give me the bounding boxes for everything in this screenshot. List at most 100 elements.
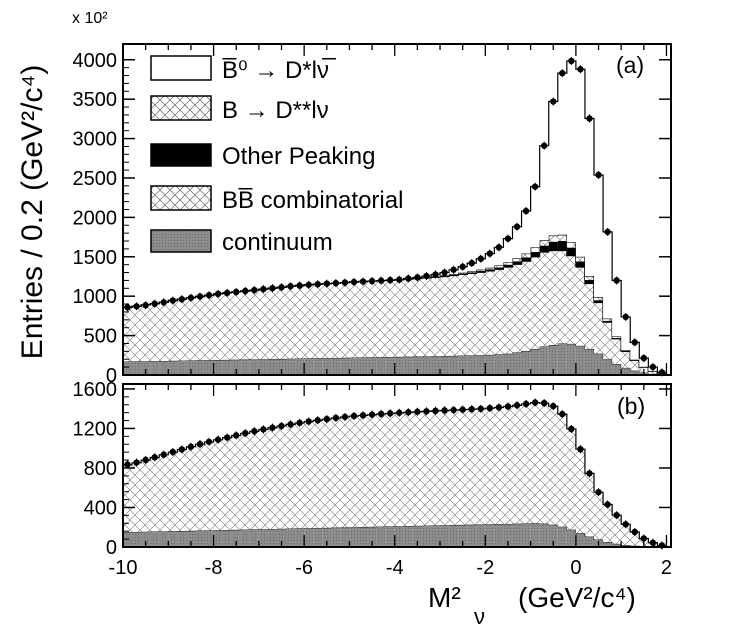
- bar-continuum-24: [340, 357, 350, 375]
- bar-b0bar-to-d-l-nu-45: [530, 186, 540, 248]
- bar-continuum-36: [449, 525, 459, 547]
- bar-bb-combinatorial-56: [630, 360, 640, 371]
- bar-bb-combinatorial-18: [286, 286, 296, 359]
- bar-bb-combinatorial-37: [458, 274, 468, 356]
- bar-continuum-40: [485, 354, 495, 375]
- bar-continuum-46: [539, 523, 549, 547]
- bar-bb-combinatorial-42: [503, 406, 513, 524]
- bar-b0bar-to-d-l-nu-48: [557, 73, 567, 235]
- bar-continuum-21: [313, 358, 323, 375]
- y-tick-label: 0: [106, 365, 117, 387]
- bar-continuum-25: [349, 527, 359, 547]
- legend: B̅⁰ → D*lν̅ B → D**lν Other Peaking BB̅ …: [150, 55, 403, 256]
- x-tick-label: 0: [570, 557, 581, 579]
- bar-bb-combinatorial-35: [440, 276, 450, 357]
- bar-bb-combinatorial-13: [240, 433, 250, 530]
- y-tick-label: 3000: [73, 129, 118, 151]
- bar-bb-combinatorial-0: [123, 465, 133, 533]
- bar-continuum-16: [267, 529, 277, 547]
- bar-b0bar-to-d-l-nu-39: [476, 258, 486, 270]
- bar-bb-combinatorial-1: [132, 462, 142, 532]
- bar-b-to-d-l-nu-54: [612, 336, 622, 339]
- legend-swatch-dstar: [150, 55, 212, 81]
- bar-other-peaking-51: [584, 280, 595, 284]
- panel-a-label: (a): [616, 52, 644, 78]
- bar-bb-combinatorial-3: [150, 457, 160, 532]
- bar-bb-combinatorial-12: [231, 291, 241, 360]
- bar-continuum-56: [630, 370, 640, 375]
- bar-continuum-22: [322, 527, 332, 547]
- bar-bb-combinatorial-9: [204, 441, 214, 531]
- bar-other-peaking-44: [521, 257, 531, 262]
- bar-continuum-10: [213, 530, 223, 547]
- bar-bb-combinatorial-38: [467, 273, 477, 356]
- bar-continuum-15: [258, 359, 268, 375]
- bar-continuum-37: [458, 355, 468, 375]
- bar-b-to-d-l-nu-41: [494, 265, 504, 268]
- bar-bb-combinatorial-8: [195, 444, 205, 531]
- bar-continuum-42: [503, 353, 513, 375]
- bar-continuum-46: [539, 346, 549, 375]
- bar-bb-combinatorial-45: [530, 256, 540, 349]
- y-tick-label: 2000: [73, 207, 118, 229]
- bar-continuum-24: [340, 527, 350, 547]
- scale-note: x 10²: [72, 10, 108, 27]
- bar-b-to-d-l-nu-53: [603, 318, 613, 321]
- bar-bb-combinatorial-46: [539, 403, 549, 524]
- bar-b0bar-to-d-l-nu-51: [584, 118, 595, 277]
- bar-continuum-41: [494, 354, 504, 375]
- bar-bb-combinatorial-58: [648, 371, 658, 374]
- bar-bb-combinatorial-5: [168, 300, 178, 361]
- bar-bb-combinatorial-0: [123, 307, 133, 362]
- bar-continuum-19: [295, 528, 305, 547]
- bar-continuum-38: [467, 355, 477, 375]
- bar-bb-combinatorial-13: [240, 290, 250, 360]
- bar-bb-combinatorial-31: [403, 279, 413, 357]
- bar-continuum-6: [177, 530, 187, 547]
- y-tick-label: 0: [106, 537, 117, 559]
- bar-bb-combinatorial-5: [168, 452, 178, 532]
- y-tick-label: 4000: [73, 50, 118, 72]
- bar-continuum-40: [485, 524, 495, 547]
- bar-continuum-26: [358, 527, 368, 547]
- y-tick-label: 500: [84, 326, 117, 348]
- bar-bb-combinatorial-32: [412, 411, 422, 526]
- x-tick-label: -6: [295, 557, 313, 579]
- bar-continuum-28: [376, 526, 386, 547]
- bar-bb-combinatorial-41: [494, 269, 504, 355]
- bar-b-to-d-l-nu-39: [476, 269, 486, 272]
- bar-other-peaking-43: [512, 261, 522, 265]
- bar-continuum-30: [394, 356, 404, 375]
- bar-continuum-23: [331, 357, 341, 375]
- bar-bb-combinatorial-28: [376, 280, 386, 358]
- bar-continuum-13: [240, 359, 250, 375]
- bar-continuum-39: [476, 524, 486, 547]
- bar-bb-combinatorial-14: [249, 290, 259, 360]
- bar-bb-combinatorial-9: [204, 295, 214, 361]
- bar-continuum-31: [403, 526, 413, 547]
- bar-bb-combinatorial-19: [295, 285, 305, 359]
- bar-bb-combinatorial-43: [512, 405, 522, 524]
- bar-bb-combinatorial-10: [213, 293, 223, 361]
- bar-continuum-28: [376, 357, 386, 375]
- bar-continuum-45: [530, 523, 540, 547]
- x-tick-label: -8: [205, 557, 223, 579]
- bar-bb-combinatorial-7: [186, 297, 196, 361]
- bar-other-peaking-50: [575, 261, 585, 268]
- x-axis-title-main: M²: [428, 582, 461, 613]
- bar-bb-combinatorial-2: [141, 304, 151, 362]
- bar-bb-combinatorial-31: [403, 412, 413, 527]
- bar-bb-combinatorial-48: [557, 414, 567, 527]
- bar-continuum-50: [575, 533, 585, 547]
- bar-continuum-11: [222, 359, 232, 375]
- bar-bb-combinatorial-41: [494, 407, 504, 525]
- outline-b0bar-to-d-l-nu: [123, 60, 667, 373]
- bar-continuum-23: [331, 527, 341, 547]
- bar-bb-combinatorial-49: [566, 255, 576, 344]
- legend-swatch-dstarstar: [150, 95, 212, 121]
- bar-continuum-25: [349, 357, 359, 375]
- bar-bb-combinatorial-53: [603, 504, 613, 543]
- bar-b-to-d-l-nu-52: [594, 297, 604, 301]
- bar-bb-combinatorial-12: [231, 435, 241, 530]
